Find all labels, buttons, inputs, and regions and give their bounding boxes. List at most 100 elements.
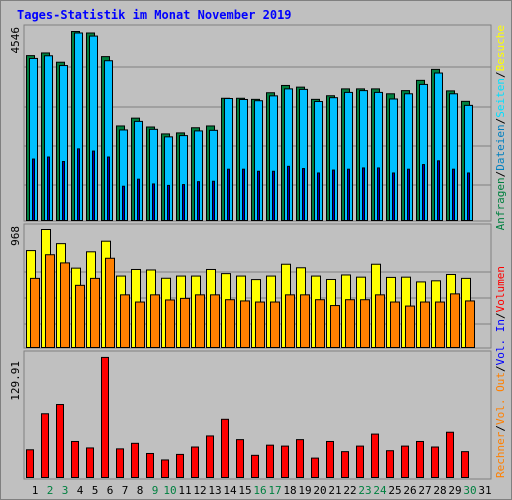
bar-volumen xyxy=(446,431,454,478)
x-tick-label: 12 xyxy=(193,484,206,497)
bar-volumen xyxy=(461,451,469,478)
legend-entry: / xyxy=(494,312,507,319)
bar-volumen xyxy=(116,448,124,478)
bar-seiten xyxy=(332,169,335,222)
bar-volumen xyxy=(101,356,109,479)
x-tick-label: 27 xyxy=(418,484,431,497)
bar-seiten xyxy=(152,183,155,221)
bar-seiten xyxy=(257,170,260,222)
legend-entry: Vol. In xyxy=(494,319,507,365)
bar-volumen xyxy=(86,447,94,478)
bar-rechner xyxy=(30,277,40,348)
bar-seiten xyxy=(362,167,365,222)
bar-rechner xyxy=(210,294,220,348)
x-tick-label: 2 xyxy=(47,484,54,497)
bar-seiten xyxy=(47,156,50,221)
x-tick-label: 8 xyxy=(137,484,144,497)
bar-seiten xyxy=(347,168,350,222)
bar-rechner xyxy=(120,294,130,348)
x-tick-label: 6 xyxy=(107,484,114,497)
bar-volumen xyxy=(431,446,439,479)
x-tick-label: 18 xyxy=(283,484,296,497)
x-tick-label: 15 xyxy=(238,484,251,497)
bar-volumen xyxy=(326,440,334,479)
bar-seiten xyxy=(137,178,140,221)
bar-seiten xyxy=(317,172,320,222)
bar-volumen xyxy=(71,440,79,479)
bar-volumen xyxy=(386,450,394,478)
x-tick-label: 30 xyxy=(463,484,476,497)
x-tick-label: 10 xyxy=(163,484,176,497)
bar-rechner xyxy=(45,254,55,348)
bar-volumen xyxy=(221,418,229,479)
y-max-label-volume: 129.91 xyxy=(9,361,22,401)
bar-seiten xyxy=(377,167,380,222)
bar-rechner xyxy=(255,301,265,349)
legend-entry: Seiten xyxy=(494,78,507,118)
bar-volumen xyxy=(371,433,379,478)
bar-seiten xyxy=(422,164,425,221)
bar-rechner xyxy=(165,299,175,348)
x-tick-label: 13 xyxy=(208,484,221,497)
bar-volumen xyxy=(146,452,154,478)
bar-rechner xyxy=(225,299,235,348)
bar-rechner xyxy=(180,297,190,348)
bar-volumen xyxy=(401,445,409,478)
y-max-label-hits: 4546 xyxy=(9,27,22,54)
x-tick-label: 9 xyxy=(152,484,159,497)
bar-rechner xyxy=(345,299,355,348)
bar-seiten xyxy=(167,184,170,221)
x-tick-label: 17 xyxy=(268,484,281,497)
x-tick-label: 4 xyxy=(77,484,84,497)
x-tick-label: 14 xyxy=(223,484,237,497)
bar-rechner xyxy=(435,301,445,349)
bar-volumen xyxy=(131,442,139,478)
x-tick-label: 19 xyxy=(298,484,311,497)
bar-seiten xyxy=(77,148,80,221)
bar-volumen xyxy=(251,454,259,479)
bar-rechner xyxy=(450,293,460,349)
bar-seiten xyxy=(272,170,275,222)
x-tick-label: 11 xyxy=(178,484,191,497)
x-tick-label: 20 xyxy=(313,484,326,497)
bar-seiten xyxy=(32,158,35,222)
legend-entry: / xyxy=(494,118,507,125)
bar-seiten xyxy=(467,172,470,222)
bar-volumen xyxy=(41,413,49,479)
bar-seiten xyxy=(122,185,125,221)
legend-entry: Rechner xyxy=(494,431,507,478)
bar-volumen xyxy=(26,449,34,479)
legend-entry: Vol. Out xyxy=(494,372,507,425)
legend-entry: Besuche xyxy=(494,25,507,71)
x-tick-label: 3 xyxy=(62,484,69,497)
bar-rechner xyxy=(375,294,385,348)
bar-volumen xyxy=(296,439,304,478)
x-tick-label: 28 xyxy=(433,484,446,497)
x-tick-label: 24 xyxy=(373,484,387,497)
bar-seiten xyxy=(407,168,410,222)
bar-rechner xyxy=(105,257,115,348)
bar-seiten xyxy=(437,160,440,221)
bar-rechner xyxy=(195,294,205,348)
bar-rechner xyxy=(405,305,415,348)
legend-entry: / xyxy=(494,171,507,178)
bar-volumen xyxy=(206,435,214,479)
bar-seiten xyxy=(92,150,95,221)
bar-volumen xyxy=(161,459,169,479)
x-tick-label: 1 xyxy=(32,484,39,497)
bar-volumen xyxy=(341,451,349,478)
bar-rechner xyxy=(240,300,250,349)
bar-seiten xyxy=(227,168,230,222)
bar-rechner xyxy=(465,300,475,349)
bar-volumen xyxy=(266,444,274,478)
bar-rechner xyxy=(315,299,325,348)
x-tick-label: 5 xyxy=(92,484,99,497)
bar-seiten xyxy=(212,180,215,221)
bar-rechner xyxy=(90,277,100,348)
legend-entry: / xyxy=(494,365,507,372)
legend-entry: / xyxy=(494,71,507,78)
bar-seiten xyxy=(182,184,185,222)
bar-seiten xyxy=(392,172,395,222)
